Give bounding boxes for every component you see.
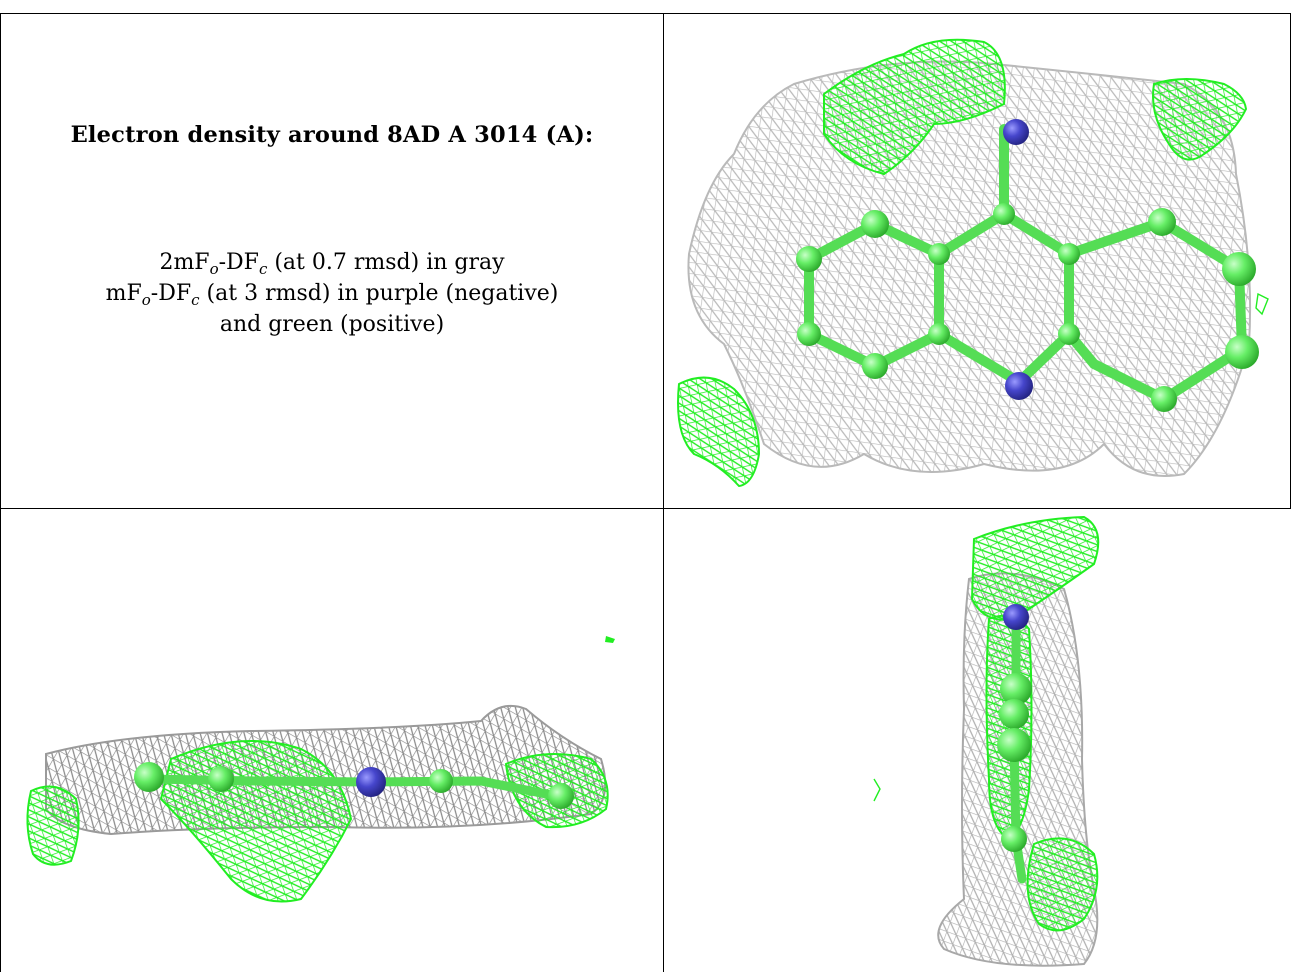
- nitrogen-atoms: [1003, 119, 1033, 400]
- green-density-blob-top: [823, 38, 1006, 176]
- green-density-fragment: [1255, 292, 1269, 316]
- green-density-fragment: [605, 636, 615, 643]
- density-image-edge-view: [873, 515, 1100, 967]
- left-border: [0, 13, 1, 972]
- figure-title: Electron density around 8AD A 3014 (A):: [70, 122, 594, 148]
- green-density-blob-left: [26, 785, 80, 866]
- middle-border: [0, 508, 1291, 509]
- green-density-blob-left: [677, 376, 761, 488]
- density-image-top-view: [677, 38, 1269, 488]
- green-density-fragment: [873, 778, 881, 802]
- carbon-atoms: [796, 203, 1259, 412]
- green-density-blob-bottom: [1026, 837, 1099, 932]
- nitrogen-atoms: [356, 767, 386, 797]
- legend-text: 2mFo-DFc (at 0.7 rmsd) in gray mFo-DFc (…: [1, 247, 663, 340]
- density-image-side-view: [26, 636, 615, 903]
- green-density-blob-top: [970, 515, 1100, 621]
- carbon-atoms: [997, 673, 1032, 852]
- green-density-blob-right: [1152, 78, 1248, 161]
- legend-line-mfo: mFo-DFc (at 3 rmsd) in purple (negative): [105, 281, 559, 309]
- legend-line-2mfo: 2mFo-DFc (at 0.7 rmsd) in gray: [159, 250, 505, 278]
- top-border: [0, 13, 1291, 14]
- legend-line-green: and green (positive): [219, 312, 445, 337]
- center-border: [663, 13, 664, 972]
- carbon-atoms: [134, 762, 574, 809]
- legend-cell: Electron density around 8AD A 3014 (A): …: [1, 14, 663, 508]
- nitrogen-atoms: [1003, 604, 1029, 630]
- green-density-blob-center: [159, 740, 353, 903]
